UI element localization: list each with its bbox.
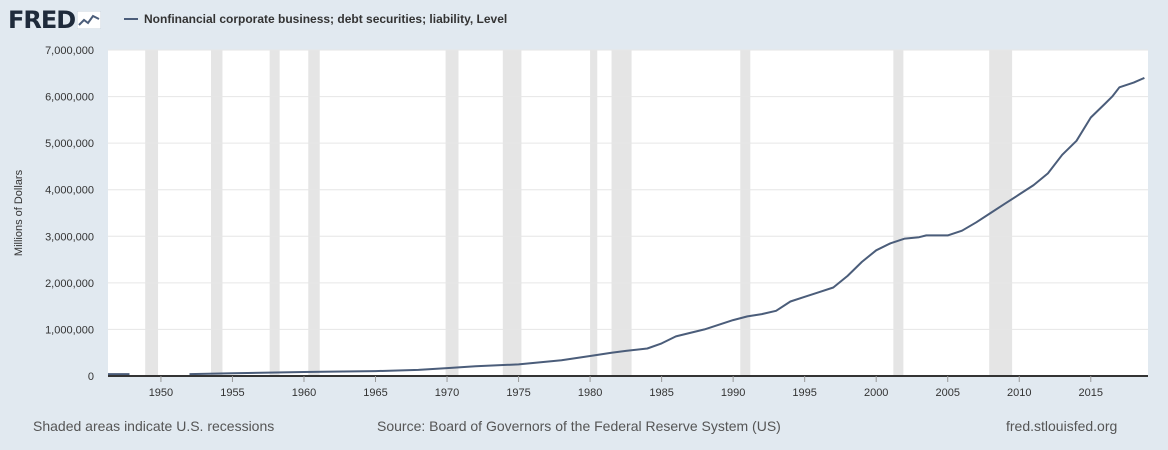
legend-series-label: Nonfinancial corporate business; debt se… (144, 12, 508, 26)
recessions-note: Shaded areas indicate U.S. recessions (33, 418, 275, 434)
legend-line-swatch (124, 18, 138, 20)
series-line[interactable] (189, 76, 1145, 376)
y-tick-label: 5,000,000 (45, 138, 94, 150)
x-tick-label: 1955 (220, 387, 244, 399)
x-tick-label: 2015 (1079, 387, 1103, 399)
y-tick-label: 6,000,000 (45, 92, 94, 104)
recession-shading (145, 50, 1013, 376)
x-tick-label: 1970 (435, 387, 459, 399)
line-chart[interactable]: 1950 1955 1960 1965 1970 1975 1980 1985 1990 1995… (0, 0, 1168, 410)
x-tick-label: 1990 (721, 387, 745, 399)
recession-band (210, 50, 223, 376)
x-tick-label: 1975 (506, 387, 530, 399)
x-axis-ticks: 1950 1955 1960 1965 1970 1975 1980 1985 1990 1995… (149, 376, 1103, 399)
y-axis-label: Millions of Dollars (13, 169, 25, 256)
x-tick-label: 2005 (935, 387, 959, 399)
recession-band (590, 50, 598, 376)
fred-logo-text: FRED (8, 6, 76, 34)
y-tick-label: 4,000,000 (45, 185, 94, 197)
y-tick-label: 0 (88, 371, 94, 383)
x-tick-label: 1965 (363, 387, 387, 399)
recession-band (989, 50, 1013, 376)
source-note: Source: Board of Governors of the Federa… (377, 418, 781, 434)
recession-band (445, 50, 459, 376)
grid-lines (108, 49, 1148, 330)
recession-band (269, 50, 280, 376)
site-link[interactable]: fred.stlouisfed.org (1006, 418, 1118, 434)
y-axis-ticks: 0 1,000,000 2,000,000 3,000,000 4,000,000 5,0… (45, 45, 94, 383)
chart-header: FRED Nonfinancial corporate business; de… (0, 0, 1168, 40)
x-tick-label: 1960 (292, 387, 316, 399)
recession-band (502, 50, 522, 376)
chart-legend[interactable]: Nonfinancial corporate business; debt se… (124, 12, 507, 26)
recession-band (893, 50, 904, 376)
x-tick-label: 1985 (649, 387, 673, 399)
y-tick-label: 1,000,000 (45, 324, 94, 336)
recession-band (611, 50, 632, 376)
recession-band (145, 50, 159, 376)
x-tick-label: 2010 (1007, 387, 1031, 399)
x-tick-label: 1980 (578, 387, 602, 399)
y-tick-label: 2,000,000 (45, 278, 94, 290)
recession-band (740, 50, 751, 376)
fred-logo-graph-icon (77, 11, 102, 29)
recession-band (308, 50, 320, 376)
y-tick-label: 3,000,000 (45, 231, 94, 243)
x-tick-label: 2000 (864, 387, 888, 399)
fred-logo[interactable]: FRED (8, 6, 102, 34)
series-layer (108, 76, 1145, 376)
y-tick-label: 7,000,000 (45, 45, 94, 57)
x-tick-label: 1995 (792, 387, 816, 399)
x-tick-label: 1950 (149, 387, 173, 399)
